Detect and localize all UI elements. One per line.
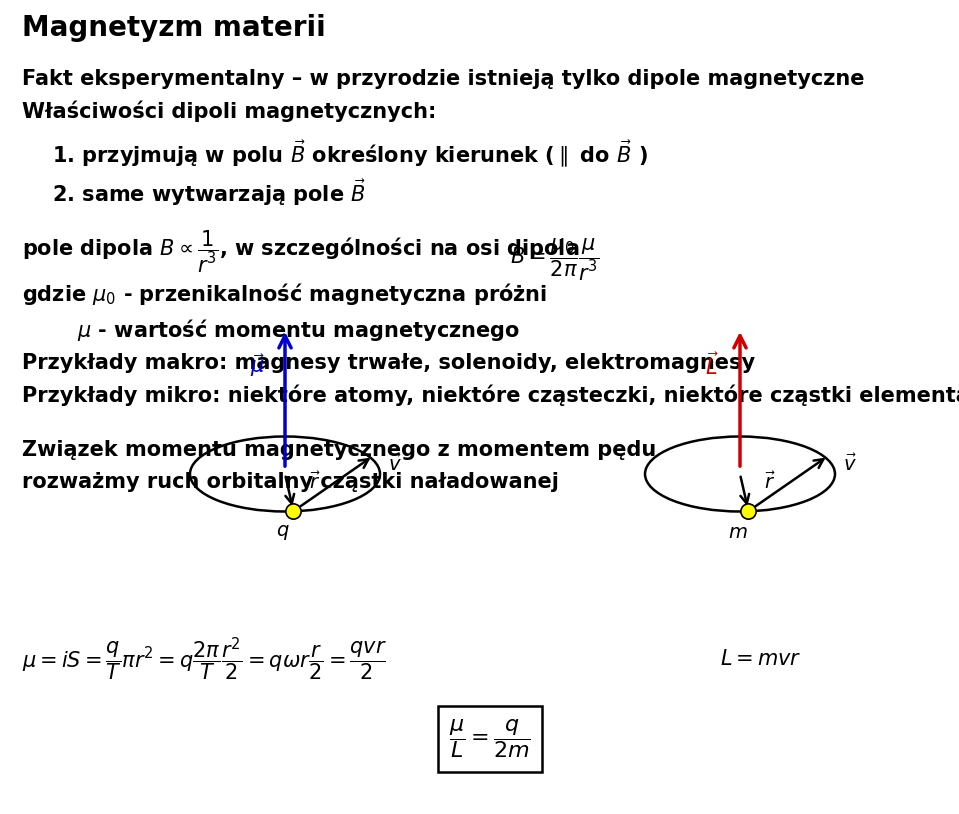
Text: $\vec{r}$: $\vec{r}$	[764, 471, 776, 492]
Text: $\vec{v}$: $\vec{v}$	[388, 453, 402, 475]
Text: 1. przyjmują w polu $\vec{B}$ określony kierunek ($\parallel$ do $\vec{B}$ ): 1. przyjmują w polu $\vec{B}$ określony …	[52, 139, 648, 170]
Text: Związek momentu magnetycznego z momentem pędu: Związek momentu magnetycznego z momentem…	[22, 440, 656, 460]
Text: rozważmy ruch orbitalny cząstki naładowanej: rozważmy ruch orbitalny cząstki naładowa…	[22, 472, 559, 492]
Text: $B = \dfrac{\mu_0}{2\pi} \dfrac{\mu}{r^3}$: $B = \dfrac{\mu_0}{2\pi} \dfrac{\mu}{r^3…	[510, 237, 600, 283]
Text: $\mu = iS = \dfrac{q}{T}\pi r^2 = q\dfrac{2\pi}{T}\dfrac{r^2}{2} = q\omega r\dfr: $\mu = iS = \dfrac{q}{T}\pi r^2 = q\dfra…	[22, 635, 386, 683]
Text: $\vec{v}$: $\vec{v}$	[843, 453, 857, 475]
Text: $L = mvr$: $L = mvr$	[720, 649, 802, 669]
Text: $m$: $m$	[728, 523, 748, 542]
Text: 2. same wytwarzają pole $\vec{B}$: 2. same wytwarzają pole $\vec{B}$	[52, 177, 366, 208]
Text: $\vec{L}$: $\vec{L}$	[705, 352, 719, 379]
Text: Właściwości dipoli magnetycznych:: Właściwości dipoli magnetycznych:	[22, 101, 436, 122]
Text: pole dipola $B \propto \dfrac{1}{r^3}$, w szczególności na osi dipola: pole dipola $B \propto \dfrac{1}{r^3}$, …	[22, 229, 579, 275]
Text: $q$: $q$	[276, 523, 290, 542]
Text: $\vec{\mu}$: $\vec{\mu}$	[249, 352, 265, 379]
Text: Magnetyzm materii: Magnetyzm materii	[22, 14, 326, 42]
Text: $\dfrac{\mu}{L} = \dfrac{q}{2m}$: $\dfrac{\mu}{L} = \dfrac{q}{2m}$	[449, 717, 531, 760]
Text: $\vec{r}$: $\vec{r}$	[309, 471, 321, 492]
Text: Przykłady makro: magnesy trwałe, solenoidy, elektromagnesy: Przykłady makro: magnesy trwałe, solenoi…	[22, 353, 755, 373]
Text: $\mu$ - wartość momentu magnetycznego: $\mu$ - wartość momentu magnetycznego	[77, 317, 520, 343]
Text: gdzie $\mu_0$ - przenikalność magnetyczna próżni: gdzie $\mu_0$ - przenikalność magnetyczn…	[22, 281, 547, 307]
Text: Przykłady mikro: niektóre atomy, niektóre cząsteczki, niektóre cząstki elementar: Przykłady mikro: niektóre atomy, niektór…	[22, 385, 959, 406]
Text: Fakt eksperymentalny – w przyrodzie istnieją tylko dipole magnetyczne: Fakt eksperymentalny – w przyrodzie istn…	[22, 69, 864, 89]
